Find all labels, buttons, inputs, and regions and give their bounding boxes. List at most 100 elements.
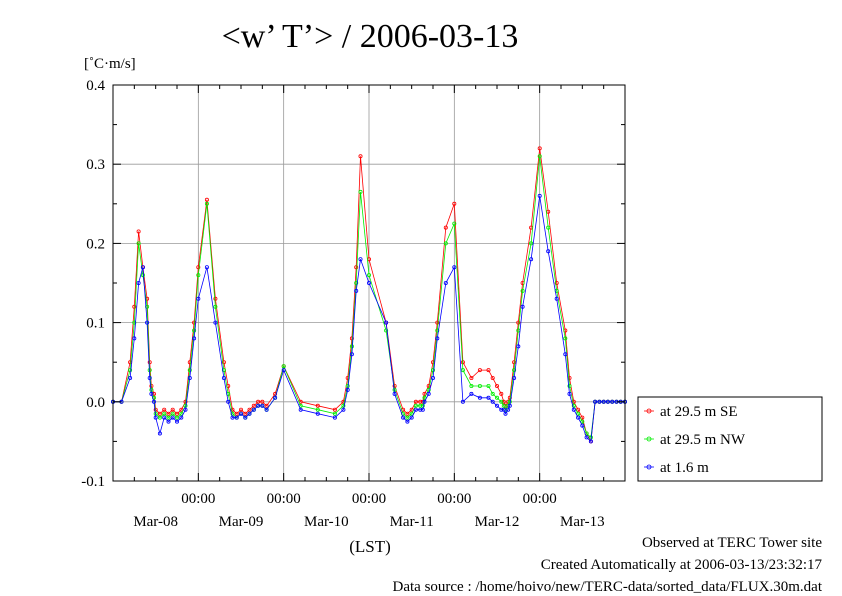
chart-title: <w’ T’> / 2006-03-13 [222,18,519,55]
x-axis-label: (LST) [349,537,391,556]
data-point [145,304,150,309]
series-line [113,148,625,443]
data-point [247,411,252,416]
data-point [234,411,239,416]
data-point [605,399,610,404]
data-point [413,403,418,408]
data-point [469,375,474,380]
legend-label: at 29.5 m SE [660,404,738,420]
y-axis-unit-label: [˚C·m/s] [84,56,136,72]
data-point [501,403,506,408]
data-point [332,411,337,416]
data-point [151,399,156,404]
data-point [358,154,363,159]
x-tick-date-label: Mar-13 [560,514,605,530]
data-point [204,201,209,206]
data-point [501,407,506,412]
legend-label: at 1.6 m [660,460,709,476]
data-point [426,383,431,388]
data-point [537,146,542,151]
legend-marker [646,464,652,470]
data-point [341,403,346,408]
data-point [516,320,521,325]
data-point [174,415,179,420]
data-point [443,280,448,285]
data-point [281,368,286,373]
data-point [460,368,465,373]
data-point [204,265,209,270]
data-point [580,419,585,424]
data-point [405,419,410,424]
data-point [580,423,585,428]
data-point [516,344,521,349]
data-point [179,411,184,416]
data-point [512,375,517,380]
data-point [247,407,252,412]
data-point [349,352,354,357]
data-point [477,383,482,388]
data-point [132,336,137,341]
data-point [213,304,218,309]
data-point [571,403,576,408]
data-point [405,411,410,416]
data-point [529,257,534,262]
data-point [349,344,354,349]
data-point [238,411,243,416]
data-point [413,407,418,412]
y-tick-label: 0.1 [86,316,105,332]
data-point [576,407,581,412]
data-point [256,399,261,404]
data-point [520,304,525,309]
data-point [499,407,504,412]
data-point [238,407,243,412]
data-point [584,435,589,440]
data-point [366,280,371,285]
data-point [174,419,179,424]
data-point [243,415,248,420]
data-point [452,221,457,226]
x-tick-date-label: Mar-12 [475,514,520,530]
x-tick-date-label: Mar-09 [219,514,264,530]
y-tick-label: 0.3 [86,157,105,173]
data-point [537,154,542,159]
data-point [196,296,201,301]
data-point [230,415,235,420]
data-point [264,403,269,408]
data-point [358,189,363,194]
data-point [418,399,423,404]
legend-label: at 29.5 m NW [660,432,746,448]
data-point [145,320,150,325]
series-line [113,195,625,443]
x-tick-time-label: 00:00 [352,491,386,507]
data-point [349,336,354,341]
data-point [409,411,414,416]
data-point [170,411,175,416]
data-point [166,419,171,424]
data-point [554,296,559,301]
data-point [588,439,593,444]
data-point [490,399,495,404]
data-point [162,415,167,420]
data-point [354,265,359,270]
data-point [230,411,235,416]
data-point [597,399,602,404]
x-tick-date-label: Mar-11 [390,514,434,530]
data-point [512,360,517,365]
x-tick-time-label: 00:00 [181,491,215,507]
data-point [418,403,423,408]
data-point [221,360,226,365]
data-point [192,328,197,333]
data-point [486,368,491,373]
data-point [140,265,145,270]
data-point [315,411,320,416]
data-point [494,383,499,388]
data-point [392,391,397,396]
data-point [187,368,192,373]
footer-data-source: Data source : /home/hoivo/new/TERC-data/… [392,579,823,595]
data-point [128,368,133,373]
data-point [409,407,414,412]
data-point [413,399,418,404]
data-point [298,407,303,412]
data-point [499,391,504,396]
data-point [136,241,141,246]
